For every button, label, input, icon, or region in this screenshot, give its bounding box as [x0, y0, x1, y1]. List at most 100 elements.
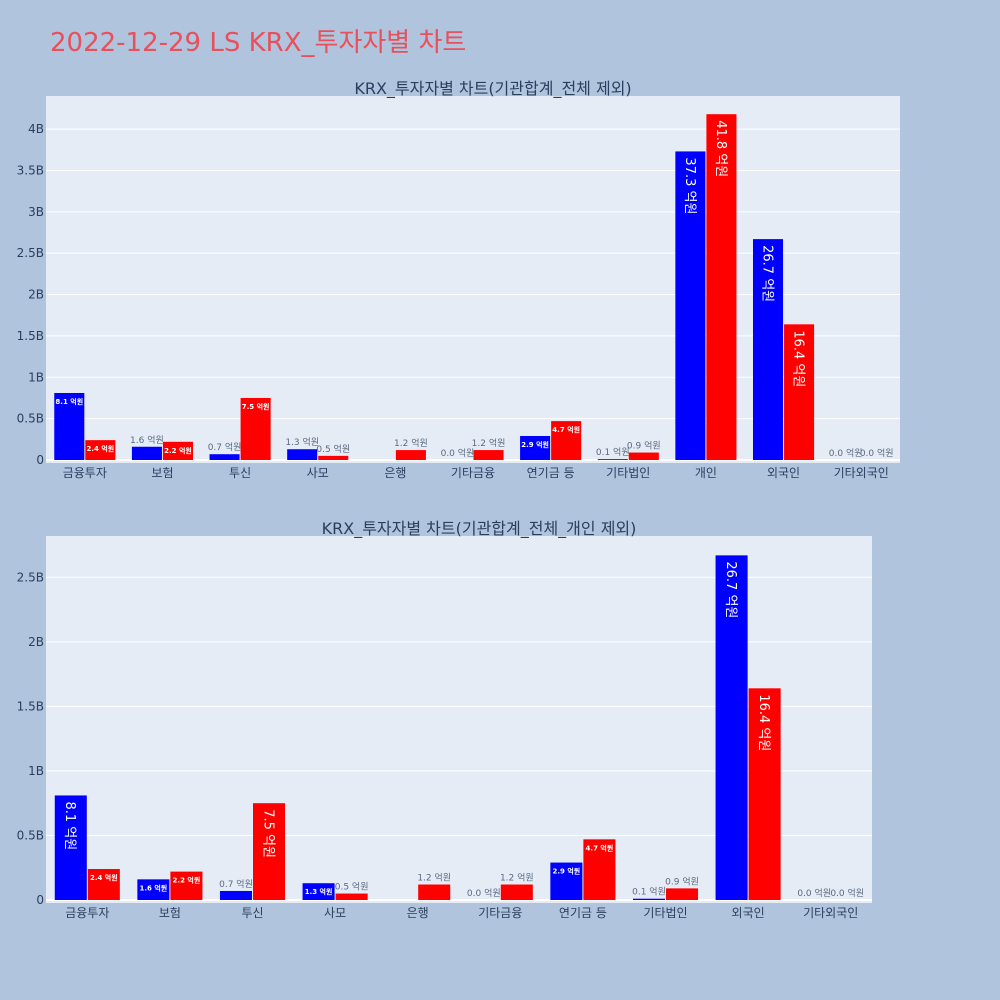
chart-title: KRX_투자자별 차트(기관합계_전체_개인 제외): [322, 519, 637, 539]
data-label: 1.3 억원: [285, 436, 319, 448]
x-category-label: 기타금융: [451, 466, 495, 480]
y-tick-label: 0.5B: [17, 412, 44, 426]
plot-area: [46, 536, 872, 903]
data-label: 7.5 억원: [260, 809, 275, 858]
data-label: 8.1 억원: [62, 801, 77, 850]
bar: [137, 879, 170, 900]
data-label: 41.8 억원: [713, 120, 728, 177]
bar: [628, 452, 659, 460]
y-tick-label: 4B: [28, 122, 44, 136]
data-label: 0.0 억원: [467, 887, 501, 899]
bar: [500, 884, 533, 900]
chart-title: KRX_투자자별 차트(기관합계_전체 제외): [354, 79, 631, 99]
bar: [597, 459, 628, 460]
bar: [632, 898, 665, 900]
bar: [85, 440, 116, 460]
bar: [209, 454, 240, 460]
data-label: 2.9 억원: [553, 867, 581, 876]
y-tick-label: 3.5B: [17, 163, 44, 177]
bar: [550, 862, 583, 900]
x-category-label: 사모: [307, 466, 329, 480]
bar: [784, 324, 815, 460]
data-label: 7.5 억원: [242, 402, 270, 411]
data-label: 8.1 억원: [55, 397, 83, 406]
bar: [87, 869, 120, 900]
bar: [54, 392, 85, 460]
y-tick-label: 0.5B: [17, 828, 44, 842]
x-category-label: 기타외국인: [803, 906, 858, 920]
x-category-label: 기타외국인: [834, 466, 889, 480]
data-label: 0.0 억원: [860, 447, 894, 459]
bar: [395, 450, 426, 460]
chart-all: KRX_투자자별 차트(기관합계_전체 제외) 0 0.5B 1B 1.5B 2B 2.5B…: [17, 79, 900, 480]
bar: [54, 795, 87, 900]
bar: [520, 436, 551, 460]
x-category-label: 연기금 등: [527, 466, 575, 480]
data-label: 0.9 억원: [665, 875, 699, 887]
data-label: 0.0 억원: [797, 887, 831, 899]
bar: [240, 397, 271, 460]
data-label: 0.1 억원: [596, 446, 630, 458]
y-tick-label: 0: [36, 453, 44, 467]
data-label: 0.7 억원: [208, 441, 242, 453]
bar: [752, 239, 784, 460]
y-tick-label: 1B: [28, 764, 44, 778]
y-tick-label: 1.5B: [17, 329, 44, 343]
data-label: 0.7 억원: [219, 878, 253, 890]
y-tick-label: 1B: [28, 370, 44, 384]
bar: [473, 450, 504, 460]
y-tick-label: 2B: [28, 635, 44, 649]
data-label: 37.3 억원: [682, 157, 697, 214]
data-label: 0.9 억원: [627, 440, 661, 452]
data-label: 1.2 억원: [472, 437, 506, 449]
y-tick-label: 1.5B: [17, 699, 44, 713]
data-label: 4.7 억원: [552, 425, 580, 434]
y-tick-label: 2.5B: [17, 246, 44, 260]
x-category-label: 금융투자: [65, 906, 109, 920]
data-label: 1.6 억원: [140, 883, 168, 892]
x-category-label: 개인: [695, 466, 717, 480]
x-category-label: 은행: [384, 465, 406, 480]
bar: [551, 421, 582, 460]
bar: [287, 449, 318, 460]
x-category-label: 외국인: [732, 906, 765, 920]
data-label: 1.2 억원: [417, 872, 451, 884]
data-label: 1.2 억원: [394, 437, 428, 449]
data-label: 0.0 억원: [829, 447, 863, 459]
bar: [715, 555, 748, 900]
data-label: 1.2 억원: [500, 872, 534, 884]
x-category-label: 외국인: [767, 466, 800, 480]
x-category-label: 사모: [324, 906, 346, 920]
bar: [302, 883, 335, 900]
bar: [418, 884, 451, 900]
x-category-label: 보험: [159, 906, 181, 920]
bar: [131, 446, 162, 460]
data-label: 0.5 억원: [335, 881, 369, 893]
x-category-label: 금융투자: [63, 466, 107, 480]
bar: [666, 888, 699, 900]
bar: [219, 890, 252, 900]
data-label: 2.9 억원: [521, 440, 549, 449]
x-category-label: 투신: [241, 906, 263, 920]
chart-excl-individual: KRX_투자자별 차트(기관합계_전체_개인 제외) 0 0.5B 1B 1.5B 2B 2…: [17, 519, 872, 920]
x-category-label: 연기금 등: [559, 906, 607, 920]
bar: [706, 114, 737, 460]
bar: [583, 839, 616, 900]
bar: [318, 455, 349, 460]
x-category-label: 기타법인: [643, 906, 687, 920]
x-category-label: 보험: [151, 466, 173, 480]
data-label: 0.0 억원: [441, 447, 475, 459]
data-label: 2.4 억원: [90, 873, 118, 882]
bar: [253, 803, 286, 900]
data-label: 2.2 억원: [164, 446, 192, 455]
data-label: 1.3 억원: [305, 887, 333, 896]
x-category-label: 기타법인: [606, 466, 650, 480]
data-label: 2.4 억원: [86, 444, 114, 453]
data-label: 16.4 억원: [756, 694, 771, 751]
page-title: 2022-12-29 LS KRX_투자자별 차트: [50, 28, 467, 58]
data-label: 0.5 억원: [316, 443, 350, 455]
y-tick-label: 2B: [28, 288, 44, 302]
x-category-label: 투신: [229, 466, 251, 480]
y-tick-label: 0: [36, 893, 44, 907]
